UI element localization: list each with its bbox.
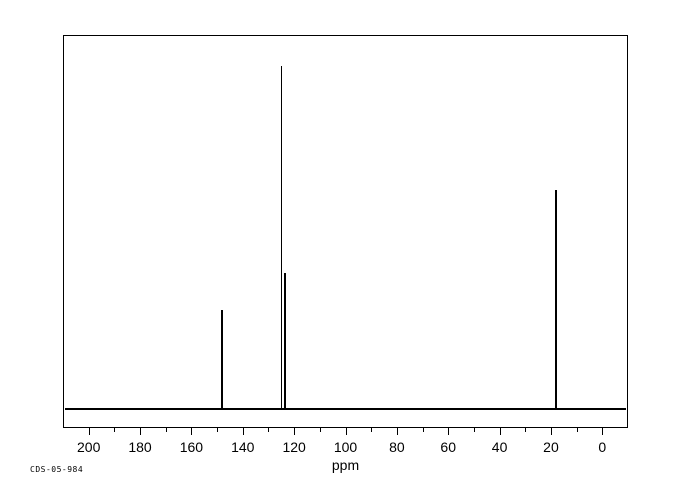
x-axis-minor-tick — [474, 427, 475, 432]
spectrum-peak — [284, 273, 286, 408]
x-axis-major-tick — [294, 427, 295, 435]
x-axis-minor-tick — [577, 427, 578, 432]
x-axis-major-tick — [89, 427, 90, 435]
x-axis-minor-tick — [114, 427, 115, 432]
x-axis-major-tick — [551, 427, 552, 435]
x-axis-tick-label: 160 — [180, 439, 203, 455]
spectrum-peak — [555, 190, 557, 408]
plot-border — [63, 35, 628, 427]
x-axis-minor-tick — [423, 427, 424, 432]
x-axis-major-tick — [602, 427, 603, 435]
x-axis-label: ppm — [332, 457, 359, 473]
x-axis-minor-tick — [320, 427, 321, 432]
x-axis-minor-tick — [268, 427, 269, 432]
x-axis-tick-label: 20 — [543, 439, 559, 455]
x-axis-major-tick — [397, 427, 398, 435]
x-axis-major-tick — [346, 427, 347, 435]
x-axis-major-tick — [243, 427, 244, 435]
x-axis-minor-tick — [371, 427, 372, 432]
x-axis-major-tick — [191, 427, 192, 435]
x-axis-major-tick — [140, 427, 141, 435]
x-axis-tick-label: 140 — [231, 439, 254, 455]
x-axis-tick-label: 200 — [77, 439, 100, 455]
spectrum-peak — [221, 310, 223, 408]
x-axis-major-tick — [448, 427, 449, 435]
x-axis-minor-tick — [217, 427, 218, 432]
x-axis-tick-label: 40 — [492, 439, 508, 455]
x-axis-tick-label: 180 — [128, 439, 151, 455]
x-axis-minor-tick — [525, 427, 526, 432]
x-axis-tick-label: 80 — [389, 439, 405, 455]
spectrum-baseline — [65, 408, 626, 410]
x-axis-tick-label: 0 — [598, 439, 606, 455]
x-axis-tick-label: 100 — [334, 439, 357, 455]
x-axis-minor-tick — [166, 427, 167, 432]
x-axis-tick-label: 120 — [282, 439, 305, 455]
x-axis-tick-label: 60 — [440, 439, 456, 455]
footer-id: CDS-05-984 — [30, 465, 83, 474]
spectrum-peak — [281, 66, 283, 408]
x-axis-major-tick — [500, 427, 501, 435]
